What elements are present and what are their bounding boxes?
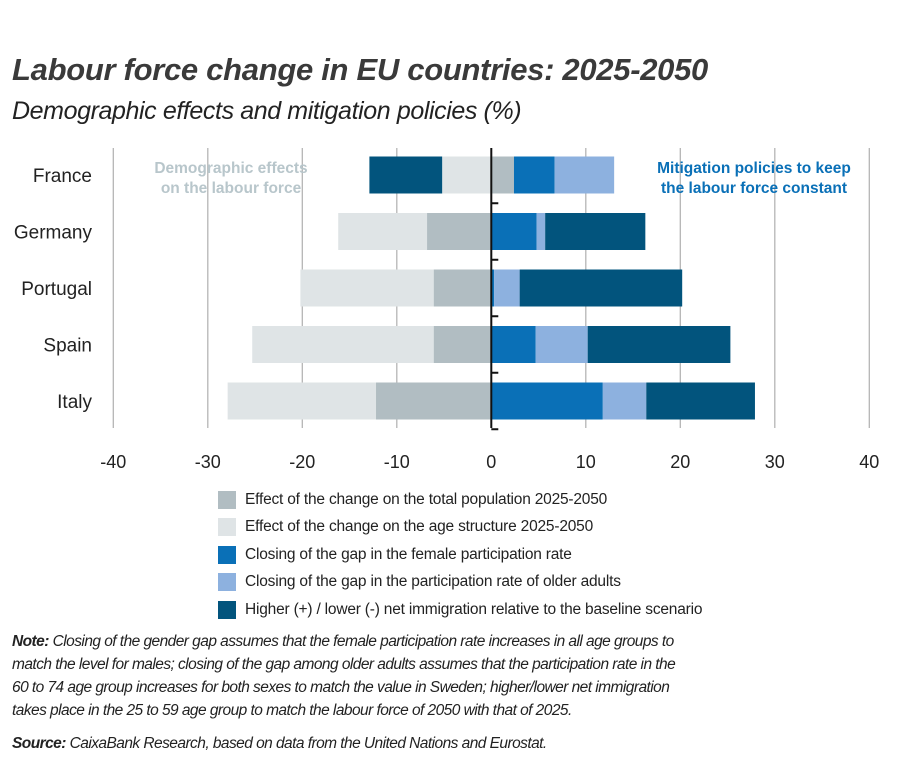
legend-item: Higher (+) / lower (-) net immigration r… <box>218 596 702 624</box>
x-tick-label: -10 <box>384 452 410 472</box>
source-text: CaixaBank Research, based on data from t… <box>69 735 548 752</box>
note-line: 60 to 74 age group increases for both se… <box>12 679 670 696</box>
bar-segment <box>587 326 731 363</box>
legend-item: Effect of the change on the age structur… <box>218 514 702 542</box>
legend-swatch <box>218 545 236 564</box>
bar-segment <box>433 269 492 307</box>
legend-item: Closing of the gap in the female partici… <box>218 541 702 569</box>
bar-chart: -40 -30 -20 -10 0 10 20 30 40 Demographic effects… <box>14 148 879 472</box>
x-tick-label: -40 <box>100 452 126 472</box>
source: Source: CaixaBank Research, based on dat… <box>12 735 547 753</box>
annotation-label: Demographic effects <box>154 160 307 177</box>
legend-label: Effect of the change on the total popula… <box>245 490 608 508</box>
x-tick-label: -20 <box>289 452 315 472</box>
bar-segment <box>646 382 755 420</box>
bar-segment <box>519 269 683 307</box>
x-tick-label: 30 <box>765 452 785 472</box>
legend-label: Closing of the gap in the participation … <box>245 573 621 591</box>
legend-label: Effect of the change on the age structur… <box>245 518 593 536</box>
legend: Effect of the change on the total popula… <box>218 486 702 624</box>
annotation-label: the labour force constant <box>661 180 847 197</box>
bar-segment <box>535 326 588 363</box>
note: Note: Closing of the gender gap assumes … <box>12 630 676 722</box>
bar-segment <box>491 269 495 307</box>
bar-segment <box>300 269 434 307</box>
bar-segment <box>545 213 646 250</box>
legend-swatch <box>218 518 236 537</box>
chart-title: Labour force change in EU countries: 202… <box>12 52 708 87</box>
legend-label: Higher (+) / lower (-) net immigration r… <box>245 600 703 618</box>
bar-segment <box>427 213 492 250</box>
chart-subtitle: Demographic effects and mitigation polic… <box>12 97 522 125</box>
bar-segment <box>602 382 647 420</box>
bar-segment <box>433 326 492 363</box>
legend-item: Effect of the change on the total popula… <box>218 486 702 514</box>
bar-segment <box>494 269 520 307</box>
note-label: Note: <box>12 633 49 650</box>
note-line: takes place in the 25 to 59 age group to… <box>12 702 572 719</box>
bar-segment <box>536 213 546 250</box>
bar-segment <box>491 326 536 363</box>
source-label: Source: <box>12 735 66 752</box>
bar-segment <box>442 156 492 194</box>
annotation-label: Mitigation policies to keep <box>657 160 851 177</box>
bar-segment <box>491 213 537 250</box>
legend-item: Closing of the gap in the participation … <box>218 569 702 597</box>
legend-swatch <box>218 490 236 509</box>
bar-segment <box>376 382 492 420</box>
bar-segment <box>227 382 377 420</box>
bar-segment <box>252 326 434 363</box>
category-label: Portugal <box>21 279 92 300</box>
x-tick-label: 20 <box>670 452 690 472</box>
category-label: Germany <box>14 223 93 244</box>
bar-segment <box>554 156 615 194</box>
category-label: France <box>33 166 92 187</box>
bar-segment <box>491 156 514 194</box>
x-tick-label: -30 <box>195 452 221 472</box>
bar-segment <box>491 382 603 420</box>
note-line: match the level for males; closing of th… <box>12 656 676 673</box>
bar-segment <box>513 156 555 194</box>
legend-swatch <box>218 600 236 619</box>
annotation-label: on the labour force <box>161 180 302 197</box>
legend-label: Closing of the gap in the female partici… <box>245 545 572 563</box>
bar-segment <box>338 213 428 250</box>
x-tick-label: 40 <box>859 452 879 472</box>
note-line: Closing of the gender gap assumes that t… <box>52 633 675 650</box>
x-tick-label: 0 <box>486 452 496 472</box>
x-tick-label: 10 <box>576 452 596 472</box>
category-label: Italy <box>57 392 92 413</box>
bar-segment <box>369 156 443 194</box>
category-label: Spain <box>43 336 92 357</box>
legend-swatch <box>218 573 236 592</box>
